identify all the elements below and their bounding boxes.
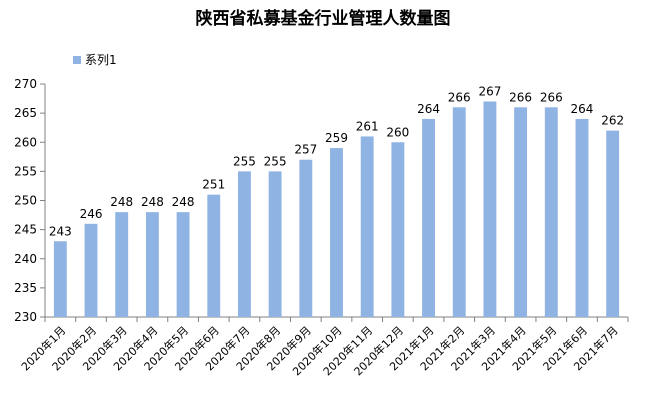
legend-label: 系列1 bbox=[85, 53, 117, 67]
bar bbox=[544, 107, 558, 317]
bar-value-label: 248 bbox=[141, 195, 164, 209]
y-tick-label: 245 bbox=[14, 223, 37, 237]
bar-series bbox=[53, 101, 620, 317]
bar bbox=[176, 212, 190, 317]
bar bbox=[238, 171, 251, 317]
bar bbox=[299, 159, 313, 317]
legend-swatch bbox=[73, 56, 81, 64]
bar-value-label: 260 bbox=[386, 125, 409, 139]
chart-title: 陕西省私募基金行业管理人数量图 bbox=[196, 8, 451, 29]
bar bbox=[606, 130, 620, 317]
bar bbox=[207, 194, 221, 317]
bar-value-label: 255 bbox=[233, 154, 256, 168]
bar bbox=[452, 107, 466, 317]
bar bbox=[360, 136, 374, 317]
bar-value-label: 259 bbox=[325, 131, 348, 145]
y-tick-label: 265 bbox=[14, 106, 37, 120]
bar-value-label: 266 bbox=[540, 90, 563, 104]
bar bbox=[422, 118, 435, 317]
bar bbox=[268, 171, 282, 317]
y-tick-label: 235 bbox=[14, 281, 37, 295]
bar bbox=[84, 223, 98, 317]
bar-value-label: 251 bbox=[202, 178, 225, 192]
bar-value-label: 248 bbox=[110, 195, 133, 209]
bar bbox=[575, 118, 589, 317]
bar bbox=[53, 241, 67, 317]
bar-value-label: 264 bbox=[571, 102, 594, 116]
y-tick-label: 240 bbox=[14, 252, 37, 266]
bar-value-label: 243 bbox=[49, 224, 72, 238]
y-tick-label: 250 bbox=[14, 194, 37, 208]
bar-value-label: 246 bbox=[80, 207, 103, 221]
bar bbox=[391, 142, 405, 317]
x-tick-labels: 2020年1月2020年2月2020年3月2020年4月2020年5月2020年… bbox=[18, 323, 621, 378]
y-tick-label: 260 bbox=[14, 135, 37, 149]
bar-value-label: 262 bbox=[601, 114, 624, 128]
y-axis: 230 235 240 245 250 255 260 265 270 bbox=[14, 77, 46, 324]
bar bbox=[115, 212, 129, 317]
bar-value-label: 257 bbox=[294, 143, 317, 157]
bar-value-label: 267 bbox=[478, 84, 501, 98]
bar-value-label: 248 bbox=[172, 195, 195, 209]
bar-value-label: 266 bbox=[509, 90, 532, 104]
bar bbox=[330, 148, 343, 317]
bar-value-label: 266 bbox=[448, 90, 471, 104]
bar-value-label: 264 bbox=[417, 102, 440, 116]
x-axis bbox=[44, 316, 629, 322]
data-labels: 243 246 248 248 248 251 255 255 257 259 261 260 264 2… bbox=[49, 84, 624, 238]
y-tick-label: 255 bbox=[14, 164, 37, 178]
bar bbox=[483, 101, 497, 317]
bar bbox=[514, 107, 528, 317]
legend: 系列1 bbox=[73, 53, 117, 67]
bar bbox=[145, 212, 159, 317]
y-tick-label: 270 bbox=[14, 77, 37, 91]
bar-value-label: 261 bbox=[356, 119, 379, 133]
bar-value-label: 255 bbox=[264, 154, 287, 168]
y-tick-label: 230 bbox=[14, 310, 37, 324]
